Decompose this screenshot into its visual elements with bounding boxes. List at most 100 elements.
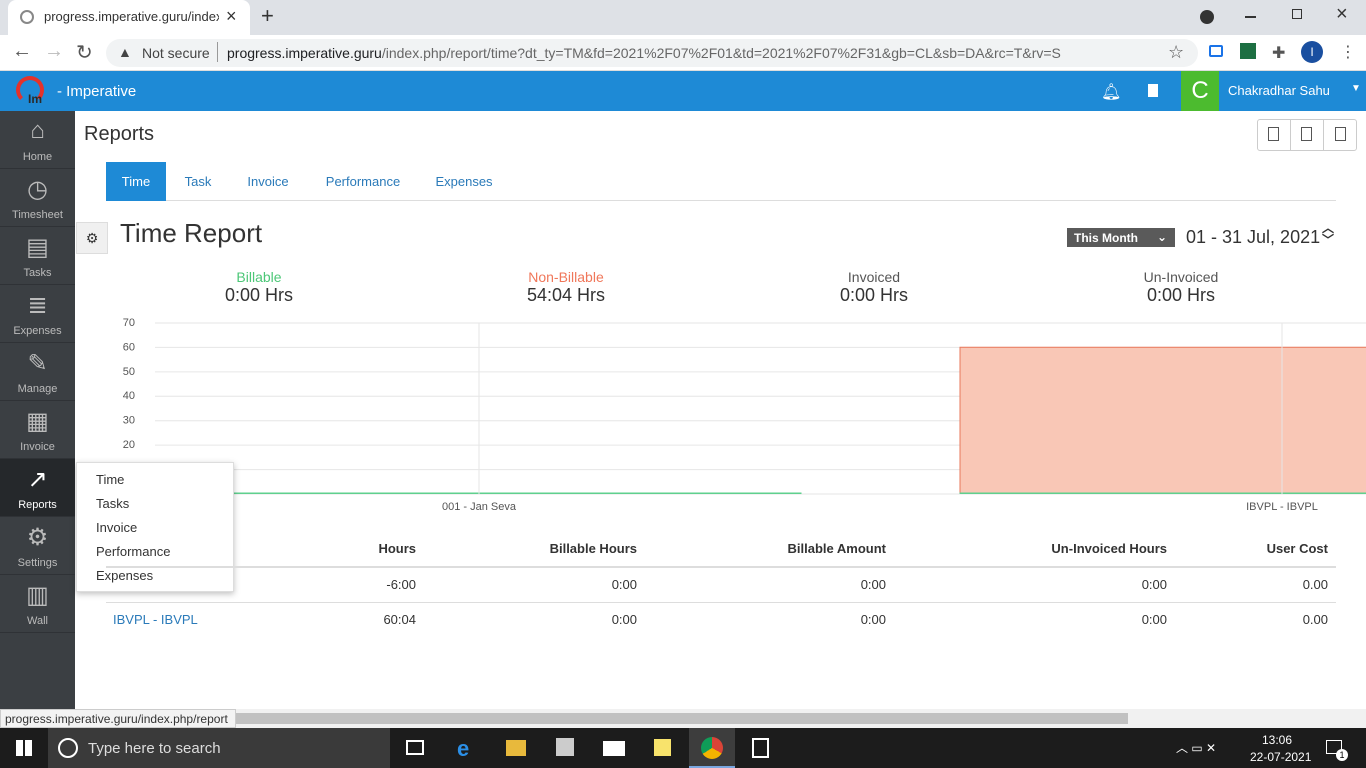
store[interactable] bbox=[556, 738, 574, 756]
omnibox[interactable] bbox=[106, 39, 1198, 67]
header-rule bbox=[106, 566, 1336, 568]
sticky-notes[interactable] bbox=[654, 739, 671, 756]
nav-item[interactable] bbox=[0, 111, 75, 169]
action-center[interactable] bbox=[1326, 740, 1342, 754]
notifications[interactable]: 🔔︎ bbox=[1101, 84, 1122, 101]
new-tab[interactable]: + bbox=[261, 3, 274, 28]
nav-item[interactable] bbox=[0, 401, 75, 459]
app-header bbox=[0, 71, 1366, 111]
bookmarks[interactable] bbox=[1148, 84, 1158, 97]
search-icon bbox=[58, 738, 78, 758]
report-tab[interactable]: Invoice bbox=[247, 174, 289, 189]
summary-label: Un-Invoiced bbox=[1143, 269, 1219, 285]
mail[interactable] bbox=[603, 741, 625, 756]
search-box[interactable] bbox=[48, 728, 390, 768]
bookmark-star[interactable]: ☆ bbox=[1168, 42, 1185, 62]
summary-value: 0:00 Hrs bbox=[224, 285, 294, 305]
nav-icon: ⚙ bbox=[26, 524, 49, 551]
menu-item[interactable]: Performance bbox=[96, 544, 171, 559]
nav-item[interactable] bbox=[0, 227, 75, 285]
nav-item[interactable] bbox=[0, 285, 75, 343]
nav-label: Wall bbox=[27, 615, 48, 627]
tab[interactable] bbox=[8, 0, 250, 35]
export-buttons bbox=[1257, 119, 1357, 151]
export-pdf[interactable] bbox=[1335, 127, 1346, 141]
menu-item[interactable]: Time bbox=[96, 472, 125, 487]
nav-item[interactable] bbox=[0, 343, 75, 401]
report-tabs bbox=[106, 162, 1336, 201]
nav-item[interactable] bbox=[0, 459, 75, 517]
nav-icon: ▦ bbox=[26, 408, 49, 435]
nav-label: Tasks bbox=[23, 267, 52, 279]
clock-date[interactable]: 22-07-2021 bbox=[1250, 750, 1312, 764]
user-name[interactable]: Chakradhar Sahu bbox=[1228, 83, 1330, 98]
report-tab[interactable]: Time bbox=[106, 162, 166, 201]
separator bbox=[1323, 120, 1324, 150]
explorer[interactable] bbox=[506, 740, 526, 756]
brand: - Imperative bbox=[57, 83, 137, 100]
nav-label: Expenses bbox=[13, 325, 62, 337]
edge[interactable]: e bbox=[457, 736, 470, 761]
summary-label: Invoiced bbox=[847, 269, 901, 285]
row-label[interactable]: IBVPL - IBVPL bbox=[113, 612, 198, 627]
period-select[interactable]: This Month ⌄ bbox=[1067, 228, 1175, 247]
sidebar bbox=[0, 111, 75, 709]
report-tab[interactable]: Task bbox=[184, 174, 212, 189]
tab-search[interactable] bbox=[1200, 10, 1214, 24]
nav-item[interactable] bbox=[0, 517, 75, 575]
menu-item[interactable]: Expenses bbox=[96, 568, 154, 583]
extension[interactable] bbox=[1240, 43, 1256, 59]
report-tab[interactable]: Performance bbox=[325, 174, 401, 189]
nav-icon: ◷ bbox=[27, 176, 48, 203]
column-header: Un-Invoiced Hours bbox=[1051, 541, 1167, 556]
clock-time[interactable]: 13:06 bbox=[1262, 733, 1293, 747]
window-close[interactable]: × bbox=[1336, 3, 1348, 25]
minimize[interactable] bbox=[1245, 16, 1256, 18]
scrollbar-thumb[interactable] bbox=[236, 713, 1128, 724]
extension[interactable] bbox=[1209, 45, 1223, 57]
report-tab[interactable]: Expenses bbox=[435, 174, 493, 189]
date-stepper[interactable]: ︿ ﹀ bbox=[1322, 221, 1335, 247]
menu-item[interactable]: Tasks bbox=[96, 496, 130, 511]
summary-value: 54:04 Hrs bbox=[526, 285, 606, 305]
task-view[interactable] bbox=[406, 740, 424, 755]
export-doc[interactable] bbox=[1268, 127, 1279, 141]
export-excel[interactable] bbox=[1301, 127, 1312, 141]
x-tick-label: IBVPL - IBVPL bbox=[1246, 501, 1318, 513]
url-path: /index.php/report/time?dt_ty=TM&fd=2021%… bbox=[381, 45, 1061, 61]
tray-icons[interactable]: ︿ ▭ ✕ bbox=[1176, 741, 1217, 755]
nav-item[interactable] bbox=[0, 575, 75, 633]
menu-item[interactable]: Invoice bbox=[96, 520, 138, 535]
reload[interactable]: ↻ bbox=[76, 42, 93, 64]
user-caret[interactable]: ▼ bbox=[1351, 83, 1361, 94]
column-header: User Cost bbox=[1266, 541, 1328, 556]
settings-button[interactable]: ⚙ bbox=[76, 222, 108, 254]
tab-favicon bbox=[20, 10, 34, 24]
column-header: Billable Amount bbox=[787, 541, 886, 556]
back[interactable]: ← bbox=[12, 40, 32, 62]
logo[interactable] bbox=[16, 76, 44, 104]
tab-close[interactable]: × bbox=[226, 6, 237, 26]
summary-label: Non-Billable bbox=[528, 269, 604, 285]
forward[interactable]: → bbox=[44, 40, 64, 62]
search-placeholder: Type here to search bbox=[88, 740, 221, 757]
nav-label: Settings bbox=[17, 557, 58, 569]
url-host: progress.imperative.guru bbox=[227, 45, 382, 61]
maximize[interactable] bbox=[1292, 9, 1302, 19]
calculator[interactable] bbox=[752, 738, 769, 758]
nav-item[interactable] bbox=[0, 169, 75, 227]
menu[interactable]: ⋮ bbox=[1340, 44, 1356, 61]
start[interactable] bbox=[16, 740, 32, 756]
user-avatar[interactable]: C bbox=[1181, 71, 1219, 111]
y-tick-label: 30 bbox=[123, 415, 135, 427]
report-title: Time Report bbox=[120, 218, 263, 248]
profile[interactable]: I bbox=[1301, 41, 1323, 63]
separator bbox=[1290, 120, 1291, 150]
y-tick-label: 40 bbox=[123, 390, 135, 402]
extensions[interactable]: ✚ bbox=[1272, 45, 1286, 62]
url: progress.imperative.guru/index.php/repor… bbox=[227, 45, 1061, 61]
period-label: This Month bbox=[1074, 231, 1138, 245]
